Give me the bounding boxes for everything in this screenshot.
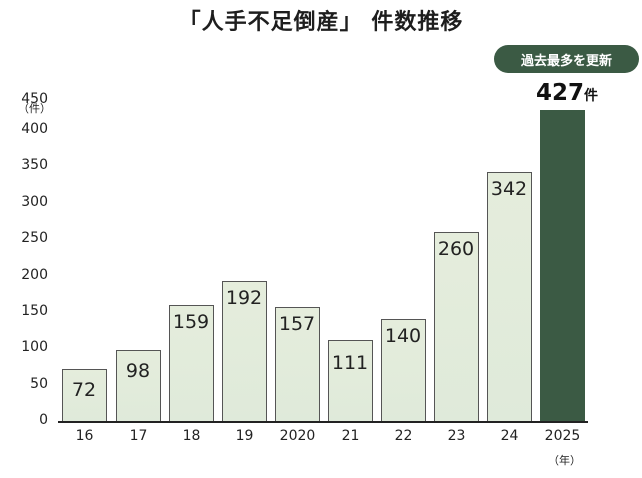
bar-19 xyxy=(222,281,267,421)
x-tick-label: 19 xyxy=(235,428,254,444)
x-tick-label: 24 xyxy=(500,428,519,444)
bar-18 xyxy=(169,305,214,421)
y-tick-label: 100 xyxy=(21,339,48,356)
y-tick-label: 200 xyxy=(21,266,48,283)
bar-value-label: 260 xyxy=(437,237,475,260)
bar-23 xyxy=(434,231,479,421)
y-tick-label: 250 xyxy=(21,230,48,247)
y-axis-unit: （件） xyxy=(18,102,51,115)
bar-value-label: 111 xyxy=(331,352,369,375)
bar-21 xyxy=(328,340,373,421)
y-tick-label: 300 xyxy=(21,193,48,210)
bar-value-label: 157 xyxy=(278,312,316,335)
x-tick-label: 22 xyxy=(394,428,413,444)
y-tick-label: 400 xyxy=(21,121,48,137)
bar-value-label: 192 xyxy=(225,287,263,310)
bar-17 xyxy=(116,349,161,421)
x-axis-unit: （年） xyxy=(548,454,581,467)
x-tick-label: 23 xyxy=(447,428,466,444)
bar-value-label: 98 xyxy=(125,359,151,382)
bar-value-label: 159 xyxy=(172,311,210,334)
highlight-unit: 件 xyxy=(584,88,599,104)
record-high-badge: 過去最多を更新 xyxy=(494,45,639,73)
x-tick-label: 17 xyxy=(129,428,148,444)
x-tick-label: 2025 xyxy=(544,428,581,444)
y-tick-label: 0 xyxy=(39,412,48,428)
highlight-value: 427件 xyxy=(536,80,598,106)
bar-16 xyxy=(62,368,107,421)
y-tick-label: 50 xyxy=(30,375,48,392)
x-tick-label: 2020 xyxy=(279,428,316,444)
bar-2025 xyxy=(540,110,585,421)
bar-value-label: 72 xyxy=(71,378,97,401)
y-tick-label: 450 xyxy=(21,90,48,107)
y-tick-label: 350 xyxy=(21,157,48,174)
bar-22 xyxy=(381,319,426,421)
x-tick-label: 16 xyxy=(75,428,94,444)
chart-title: 「人手不足倒産」 件数推移 xyxy=(178,10,464,35)
bar-value-label: 342 xyxy=(490,178,528,201)
x-axis-line xyxy=(58,421,588,423)
highlight-number: 427 xyxy=(536,80,585,106)
bar-2020 xyxy=(275,306,320,421)
x-tick-label: 18 xyxy=(182,428,201,444)
bar-value-label: 140 xyxy=(384,325,422,348)
bar-24 xyxy=(487,172,532,421)
x-tick-label: 21 xyxy=(341,428,360,444)
y-tick-label: 150 xyxy=(21,302,48,319)
